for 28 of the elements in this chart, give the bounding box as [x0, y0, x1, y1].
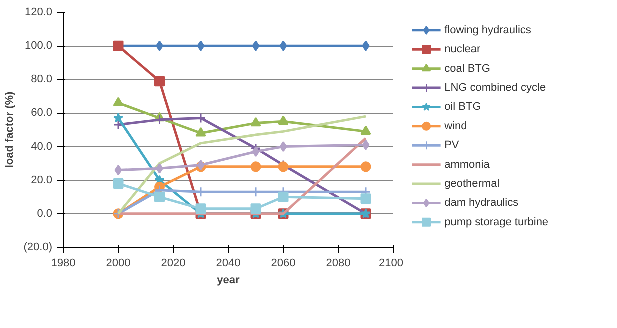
y-axis-title: load factor (%)	[4, 91, 16, 168]
legend-label: coal BTG	[444, 62, 490, 75]
legend-label: dam hydraulics	[444, 197, 520, 210]
x-tick-label: 2060	[271, 258, 296, 270]
x-axis-title: year	[217, 274, 241, 286]
legend-label: geothermal	[444, 178, 500, 190]
y-tick-label: 0.0	[37, 208, 53, 220]
legend-label: PV	[444, 140, 460, 152]
x-tick-label: 2020	[161, 258, 186, 270]
legend-label: LNG combined cycle	[444, 82, 546, 94]
legend-label: nuclear	[444, 44, 482, 56]
legend-label: wind	[444, 120, 468, 132]
x-tick-label: 2000	[106, 258, 131, 270]
y-tick-label: (20.0)	[24, 242, 53, 254]
y-tick-label: 100.0	[24, 40, 53, 52]
x-tick-label: 2100	[379, 258, 404, 270]
x-tick-label: 2080	[326, 258, 351, 270]
y-tick-label: 20.0	[31, 174, 53, 186]
legend-label: pump storage turbine	[444, 216, 549, 228]
y-tick-label: 80.0	[31, 74, 53, 86]
y-tick-label: 60.0	[31, 107, 53, 120]
legend-label: oil BTG	[444, 101, 482, 114]
legend-label: flowing hydraulics	[444, 24, 532, 36]
y-tick-label: 120.0	[24, 6, 53, 18]
x-tick-label: 1980	[51, 258, 76, 270]
x-tick-label: 2040	[216, 258, 241, 270]
y-tick-label: 40.0	[31, 140, 53, 153]
legend-label: ammonia	[444, 158, 491, 171]
